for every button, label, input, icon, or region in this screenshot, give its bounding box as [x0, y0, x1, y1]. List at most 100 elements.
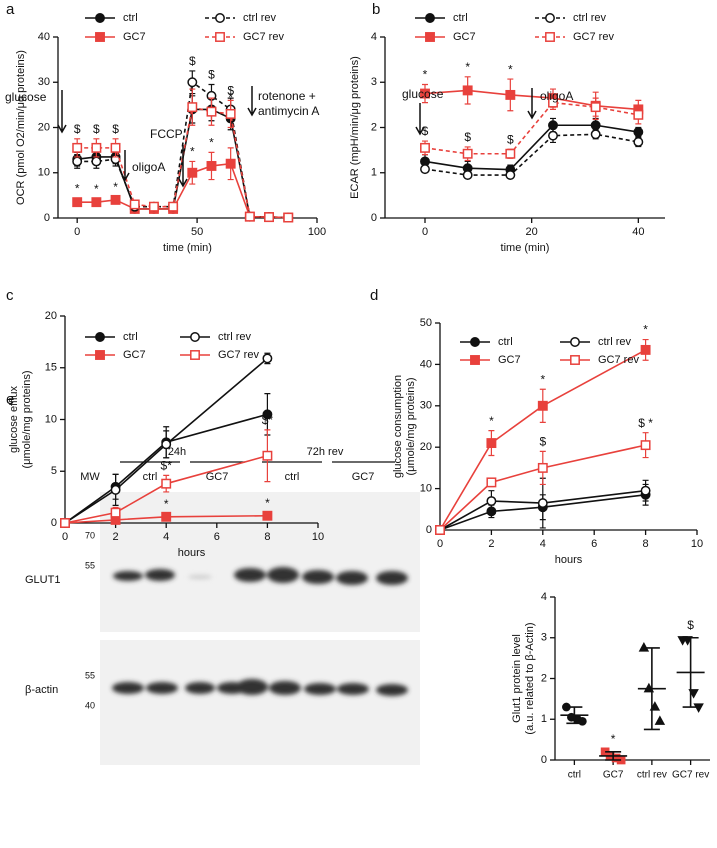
mw-title: MW — [80, 471, 100, 483]
marker — [225, 108, 236, 119]
blot-membrane — [100, 640, 420, 765]
x-tick-label: 4 — [163, 531, 169, 543]
x-tick-label: 6 — [591, 538, 597, 550]
x-axis-label: hours — [555, 554, 583, 566]
sd-bar — [682, 636, 699, 708]
marker — [654, 715, 666, 725]
legend-label: ctrl — [453, 12, 468, 24]
marker — [187, 167, 198, 178]
x-tick-label: 10 — [691, 538, 703, 550]
marker — [129, 199, 140, 210]
legend-label: ctrl — [123, 331, 138, 343]
x-tick-label: 50 — [191, 226, 203, 238]
marker — [649, 701, 661, 711]
series-line — [64, 514, 268, 524]
marker — [548, 120, 558, 131]
legend-marker — [190, 332, 200, 342]
marker — [91, 156, 102, 167]
marker — [486, 438, 497, 449]
legend-marker — [545, 32, 555, 42]
annotation: FCCP — [150, 127, 183, 141]
x-tick-label: 6 — [214, 531, 220, 543]
lane-label: ctrl — [285, 471, 300, 483]
marker — [486, 496, 497, 506]
point-label: $* — [161, 459, 173, 473]
point-label: $ — [74, 122, 81, 136]
blot-row: GLUT1 — [25, 574, 60, 586]
marker — [590, 102, 601, 113]
y-tick-label: 10 — [38, 167, 50, 179]
point-label: $ — [93, 122, 100, 136]
y-axis-label: glucose consumption — [392, 375, 404, 478]
y-tick-label: 30 — [38, 76, 50, 88]
legend-marker — [95, 332, 105, 342]
y-tick-label: 0 — [371, 212, 377, 224]
legend-label: ctrl — [123, 12, 138, 24]
legend-label: GC7 rev — [218, 349, 259, 361]
marker — [462, 148, 473, 159]
y-tick-label: 50 — [420, 317, 432, 329]
marker — [225, 158, 236, 169]
series-line — [64, 454, 268, 524]
legend-marker — [470, 337, 480, 347]
western-blot: 24h 72h rev MW ctrl GC7 ctrl GC7 GLUT1 β… — [25, 446, 420, 765]
panel-letter: b — [372, 1, 380, 18]
y-axis-label: (μmole/mg proteins) — [21, 370, 33, 468]
marker — [72, 197, 83, 208]
series-line — [439, 349, 646, 531]
legend-marker — [425, 32, 435, 42]
legend-label: ctrl — [498, 336, 513, 348]
marker — [187, 77, 198, 88]
marker — [262, 409, 273, 420]
annotation: rotenone + — [258, 89, 316, 103]
point-label: $ — [464, 130, 471, 144]
series-line — [64, 357, 268, 524]
legend-label: GC7 — [123, 31, 146, 43]
annotation: glucose — [5, 90, 47, 104]
marker — [187, 102, 198, 113]
point-label: * — [465, 60, 470, 74]
marker — [91, 197, 102, 208]
legend-label: ctrl rev — [218, 331, 252, 343]
x-tick-label: 20 — [526, 226, 538, 238]
x-tick-label: 0 — [62, 531, 68, 543]
point-label: $ — [208, 68, 215, 82]
legend-label: ctrl rev — [598, 336, 632, 348]
marker — [548, 130, 558, 141]
arrow — [527, 88, 537, 120]
y-axis-label: Glut1 protein level — [511, 634, 523, 723]
arrow — [415, 103, 425, 136]
mw: 55 — [85, 670, 95, 680]
series-line — [439, 494, 646, 531]
marker — [420, 164, 430, 175]
point-label: * — [164, 497, 169, 511]
marker — [72, 156, 83, 167]
y-tick-label: 2 — [371, 121, 377, 133]
marker — [161, 511, 172, 522]
y-tick-label: 0 — [44, 212, 50, 224]
marker — [262, 353, 273, 364]
x-tick-label: ctrl rev — [637, 770, 667, 781]
arrow — [247, 86, 257, 117]
legend-label: GC7 — [123, 349, 146, 361]
legend-label: GC7 rev — [243, 31, 284, 43]
marker — [537, 462, 548, 473]
marker — [633, 137, 644, 147]
y-tick-label: 15 — [45, 362, 57, 374]
marker — [505, 170, 516, 180]
y-tick-label: 3 — [371, 76, 377, 88]
x-tick-label: 0 — [74, 226, 80, 238]
panel-letter: d — [370, 287, 378, 304]
marker — [590, 129, 601, 140]
legend-label: ctrl rev — [573, 12, 607, 24]
x-tick-label: GC7 — [603, 770, 624, 781]
point-label: $ — [112, 122, 119, 136]
y-tick-label: 40 — [38, 31, 50, 43]
point-label: * — [489, 414, 494, 428]
marker — [420, 142, 430, 153]
point-label: * — [190, 145, 195, 159]
sd-bar — [566, 706, 583, 725]
series-line — [424, 124, 639, 171]
y-tick-label: 1 — [371, 167, 377, 179]
marker — [435, 525, 445, 535]
